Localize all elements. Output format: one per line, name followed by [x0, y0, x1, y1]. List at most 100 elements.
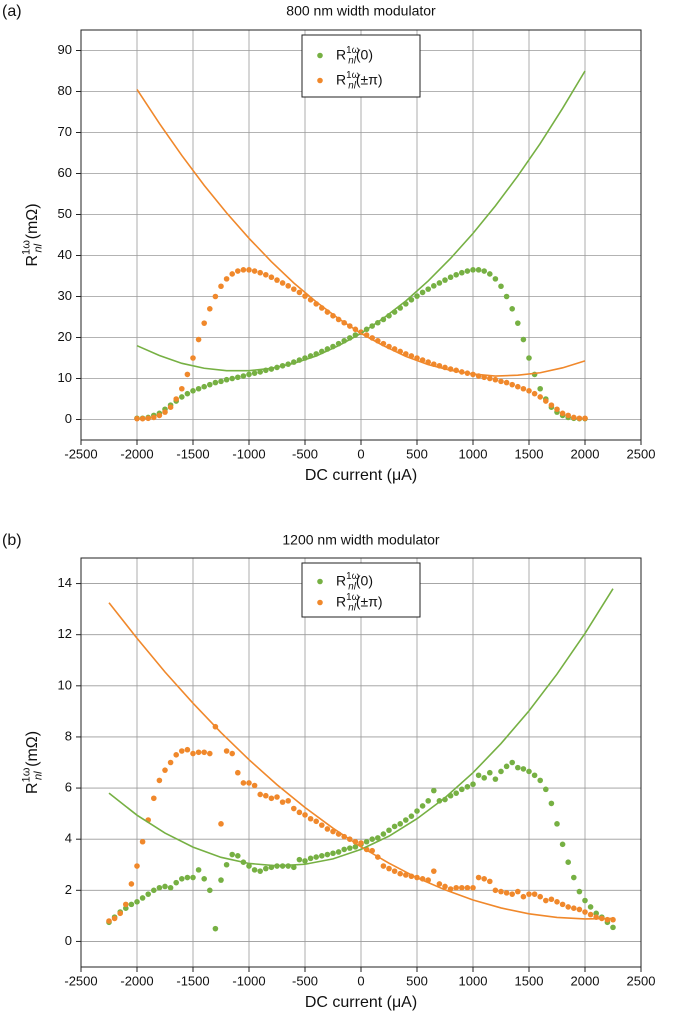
text-part: nl: [348, 602, 356, 613]
y-tick-label: 14: [58, 575, 72, 590]
data-point: [503, 379, 510, 386]
data-point: [235, 268, 241, 274]
x-tick-label: -1000: [232, 973, 265, 988]
x-tick-label: 0: [357, 446, 364, 461]
data-point: [492, 276, 499, 282]
data-point: [548, 800, 555, 807]
data-point: [526, 388, 532, 394]
data-point: [576, 906, 583, 913]
data-point: [582, 909, 588, 915]
data-point: [223, 276, 230, 282]
data-point: [554, 899, 560, 905]
data-point: [414, 808, 420, 814]
data-point: [302, 812, 308, 818]
data-point: [162, 409, 168, 415]
fit-line: [136, 89, 586, 377]
text-part: 1ω: [21, 767, 33, 782]
data-point: [195, 385, 202, 392]
x-tick-label: -2500: [64, 446, 97, 461]
x-tick-label: 1500: [515, 446, 544, 461]
data-point: [548, 896, 555, 903]
data-point: [235, 853, 241, 859]
data-point: [531, 772, 538, 779]
data-point: [257, 791, 264, 798]
data-point: [520, 385, 527, 392]
data-point: [559, 410, 566, 417]
text-part: (±π): [356, 593, 383, 609]
text-part: R: [336, 593, 346, 609]
text-part: R: [24, 255, 41, 267]
data-point: [173, 879, 179, 886]
y-tick-label: 80: [58, 83, 72, 98]
legend-marker: [317, 77, 323, 84]
data-point: [475, 874, 482, 881]
panel-label: (a): [2, 3, 22, 20]
y-tick-label: 90: [58, 42, 72, 57]
data-point: [515, 383, 521, 390]
data-point: [145, 415, 151, 422]
data-point: [111, 915, 118, 922]
y-tick-label: 0: [65, 933, 72, 948]
data-point: [229, 375, 235, 382]
data-point: [543, 786, 549, 793]
data-point: [453, 271, 460, 278]
data-point: [515, 320, 521, 326]
data-point: [218, 877, 224, 883]
data-point: [257, 269, 264, 276]
data-point: [571, 874, 577, 881]
chart-title: 800 nm width modulator: [286, 3, 436, 19]
data-point: [296, 856, 303, 863]
data-point: [274, 277, 280, 283]
data-point: [184, 371, 191, 378]
data-point: [162, 767, 168, 773]
data-point: [565, 859, 571, 865]
x-tick-label: -500: [292, 973, 318, 988]
data-point: [386, 827, 392, 834]
x-tick-label: 0: [357, 973, 364, 988]
data-point: [498, 768, 504, 775]
data-point: [179, 385, 185, 392]
text-part: 1ω: [346, 44, 359, 55]
x-tick-label: -1000: [232, 446, 265, 461]
data-point: [268, 274, 275, 281]
data-point: [145, 891, 151, 897]
data-point: [475, 267, 482, 273]
data-point: [207, 750, 213, 757]
data-point: [419, 803, 426, 809]
data-point: [319, 853, 325, 859]
data-point: [212, 925, 219, 932]
text-part: R: [336, 572, 346, 588]
data-point: [380, 831, 387, 837]
legend-box: [301, 562, 421, 618]
data-point: [134, 415, 140, 422]
data-point: [207, 306, 213, 312]
data-point: [156, 884, 163, 891]
data-point: [173, 396, 179, 402]
data-point: [391, 868, 398, 874]
legend-label: R1ω nl(0): [336, 44, 373, 66]
text-part: (0): [356, 572, 373, 588]
data-point: [167, 404, 174, 411]
data-point: [218, 283, 224, 290]
panel-label: (b): [2, 532, 22, 549]
data-point: [537, 893, 543, 900]
x-tick-label: -2000: [120, 973, 153, 988]
legend-marker: [317, 599, 323, 606]
data-point: [195, 749, 202, 756]
data-point: [487, 769, 493, 776]
x-tick-label: 2000: [571, 973, 600, 988]
data-point: [184, 746, 191, 753]
data-point: [223, 748, 230, 754]
data-point: [156, 777, 163, 784]
data-point: [576, 888, 583, 895]
x-axis-label: DC current (μA): [305, 467, 417, 484]
y-tick-label: 10: [58, 370, 72, 385]
data-point: [218, 821, 224, 827]
data-point: [492, 887, 499, 894]
data-point: [251, 867, 258, 873]
data-point: [201, 876, 207, 882]
data-point: [559, 841, 566, 848]
data-point: [246, 371, 252, 378]
y-tick-label: 50: [58, 206, 72, 221]
text-part: nl: [348, 80, 356, 91]
